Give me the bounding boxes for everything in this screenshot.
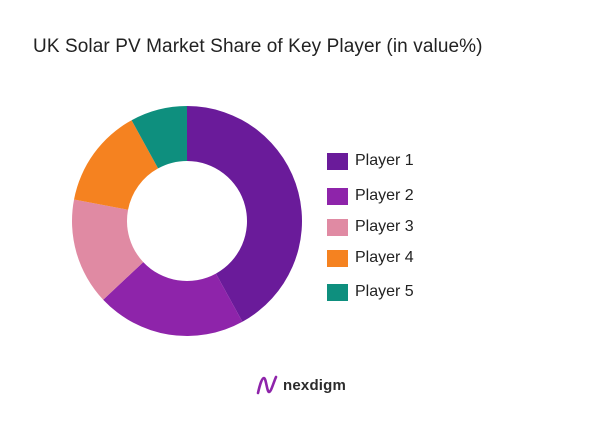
donut-slice-player-3	[72, 199, 144, 300]
legend-item-player-2: Player 2	[327, 187, 414, 205]
legend-swatch	[327, 218, 348, 236]
donut-slice-player-5	[131, 106, 187, 169]
brand-logo: nexdigm	[256, 374, 346, 396]
legend-swatch	[327, 187, 348, 205]
brand-name: nexdigm	[283, 376, 347, 394]
legend-item-player-5: Player 5	[327, 283, 414, 301]
donut-slice-player-2	[103, 262, 243, 337]
nexdigm-logo-icon	[256, 375, 278, 395]
donut-slice-player-4	[74, 120, 159, 210]
legend-item-player-1: Player 1	[327, 152, 414, 170]
legend-swatch	[327, 249, 348, 267]
legend-label: Player 1	[355, 152, 414, 169]
legend-item-player-3: Player 3	[327, 218, 414, 236]
donut-slice-player-1	[187, 106, 302, 322]
legend-label: Player 3	[355, 218, 414, 235]
legend-item-player-4: Player 4	[327, 249, 414, 267]
chart-title: UK Solar PV Market Share of Key Player (…	[33, 36, 483, 57]
legend-swatch	[327, 152, 348, 170]
legend-label: Player 4	[355, 249, 414, 266]
legend-label: Player 2	[355, 187, 414, 204]
legend-swatch	[327, 283, 348, 301]
legend-label: Player 5	[355, 283, 414, 300]
